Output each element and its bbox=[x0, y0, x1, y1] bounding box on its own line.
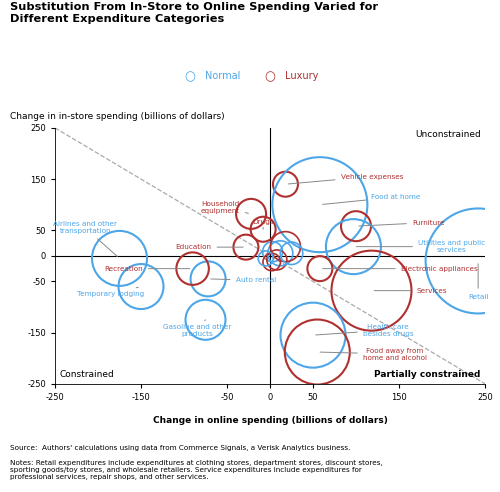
Point bbox=[116, 254, 124, 262]
Text: Substitution From In-Store to Online Spending Varied for
Different Expenditure C: Substitution From In-Store to Online Spe… bbox=[10, 2, 378, 24]
Point bbox=[202, 316, 209, 324]
Text: Utilities and public
services: Utilities and public services bbox=[356, 240, 485, 253]
Text: Recreation: Recreation bbox=[104, 266, 190, 272]
Text: ○: ○ bbox=[264, 70, 276, 83]
Point bbox=[282, 180, 290, 188]
Point bbox=[273, 256, 281, 264]
Text: Change in in-store spending (billions of dollars): Change in in-store spending (billions of… bbox=[10, 112, 224, 121]
Text: Furniture: Furniture bbox=[359, 219, 444, 226]
Text: Auto rental: Auto rental bbox=[211, 277, 276, 283]
Text: Services: Services bbox=[374, 288, 447, 294]
Text: Gasoline and other
products: Gasoline and other products bbox=[162, 320, 231, 337]
Text: Change in online spending (billions of dollars): Change in online spending (billions of d… bbox=[152, 416, 388, 425]
Point bbox=[314, 348, 322, 356]
Text: Health care
besides drugs: Health care besides drugs bbox=[316, 324, 414, 337]
Point bbox=[316, 265, 324, 273]
Point bbox=[288, 249, 296, 257]
Point bbox=[268, 258, 276, 266]
Point bbox=[262, 254, 270, 262]
Text: Food at home: Food at home bbox=[322, 194, 421, 204]
Point bbox=[368, 287, 376, 295]
Point bbox=[259, 225, 267, 233]
Point bbox=[247, 210, 255, 218]
Point bbox=[309, 331, 317, 339]
Text: Unconstrained: Unconstrained bbox=[415, 130, 480, 139]
Text: Notes: Retail expenditures include expenditures at clothing stores, department s: Notes: Retail expenditures include expen… bbox=[10, 460, 383, 480]
Text: Electronic appliances: Electronic appliances bbox=[322, 266, 478, 272]
Text: Luxury: Luxury bbox=[285, 71, 318, 81]
Point bbox=[188, 265, 196, 273]
Text: Food away from
home and alcohol: Food away from home and alcohol bbox=[320, 347, 427, 361]
Point bbox=[352, 222, 360, 230]
Text: Partially constrained: Partially constrained bbox=[374, 369, 480, 379]
Text: Education: Education bbox=[176, 244, 243, 250]
Point bbox=[242, 243, 250, 251]
Text: Source:  Authors' calculations using data from Commerce Signals, a Verisk Analyt: Source: Authors' calculations using data… bbox=[10, 445, 350, 451]
Text: Vehicle expenses: Vehicle expenses bbox=[288, 174, 403, 184]
Point bbox=[474, 257, 482, 265]
Text: Household
equipment: Household equipment bbox=[200, 201, 248, 214]
Point bbox=[137, 282, 145, 290]
Text: ○: ○ bbox=[184, 70, 196, 83]
Point bbox=[282, 243, 290, 250]
Point bbox=[316, 201, 324, 209]
Text: Airlines and other
transportation: Airlines and other transportation bbox=[53, 221, 118, 256]
Point bbox=[350, 243, 358, 250]
Point bbox=[276, 249, 284, 257]
Point bbox=[204, 275, 212, 283]
Point bbox=[268, 248, 276, 256]
Text: Retail: Retail bbox=[468, 264, 488, 300]
Text: Drugs: Drugs bbox=[252, 218, 274, 229]
Text: Temporary lodging: Temporary lodging bbox=[78, 287, 144, 297]
Text: Constrained: Constrained bbox=[60, 369, 114, 379]
Text: Normal: Normal bbox=[205, 71, 240, 81]
